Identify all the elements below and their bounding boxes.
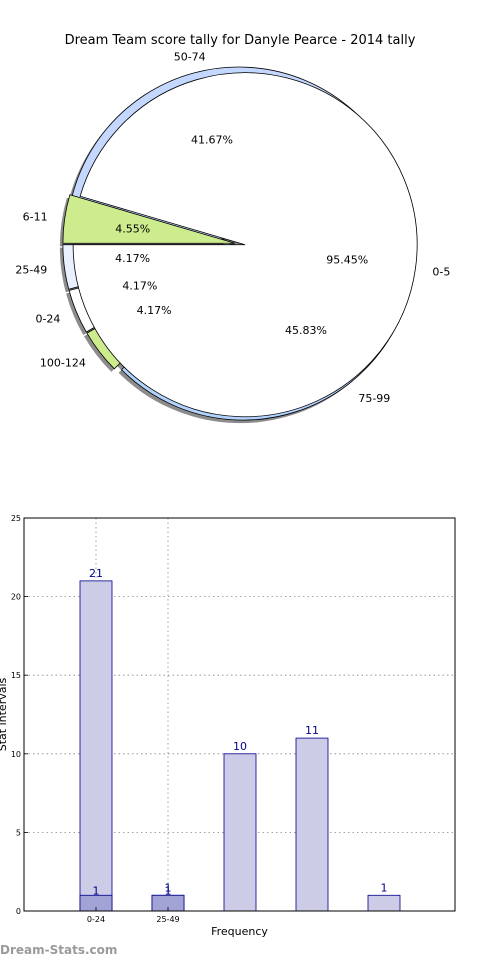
pie-title: Dream Team score tally for Danyle Pearce… [65,33,416,48]
overlay-value-label: 1 [165,884,172,897]
pie-percent-label: 4.17% [115,252,150,265]
pie-slice-0-5 [72,72,418,418]
bar-value-label: 1 [381,881,388,894]
bar [223,753,257,912]
y-tick-label: 25 [11,514,21,523]
pie-percent-label: 4.17% [122,279,157,292]
overlay-value-label: 1 [93,884,100,897]
y-tick-label: 20 [11,593,21,602]
bar-value-label: 21 [89,567,103,580]
pie-chart: 50-74 41.67% 25-49 4.17% 0-24 4.17% 100-124 4.1… [15,50,450,424]
bar-value-label: 1 [165,881,172,894]
y-tick-label: 15 [11,671,21,680]
x-tick-label: 25-49 [156,915,179,924]
pie-percent-label: 4.55% [115,223,150,236]
bar-value-label: 11 [305,724,319,737]
y-tick-label: 0 [16,907,21,916]
pie-label: 100-124 [40,356,86,369]
watermark: Dream-Stats.com [0,943,117,957]
pie-label: 25-49 [15,263,47,276]
x-tick-label: 0-24 [87,915,105,924]
pie-percent-label: 95.45% [326,253,368,266]
y-tick-label: 10 [11,750,21,759]
bar [79,580,113,912]
bar-value-label: 10 [233,740,247,753]
x-axis-label: Frequency [211,925,268,938]
pie-label: 50-74 [174,50,206,63]
pie-label: 0-5 [432,266,450,279]
y-tick-label: 5 [16,828,21,837]
y-axis-label: Stat intervals [0,677,9,751]
pie-label: 6-11 [23,210,48,223]
pie-label: 0-24 [35,312,60,325]
bar [367,894,401,912]
plot-frame [23,517,456,912]
pie-percent-label: 45.83% [285,324,327,337]
bar [295,737,329,912]
pie-percent-label: 4.17% [137,304,172,317]
pie-label: 75-99 [358,392,390,405]
pie-slice-6-11 [62,194,236,244]
pie-percent-label: 41.67% [191,133,233,146]
